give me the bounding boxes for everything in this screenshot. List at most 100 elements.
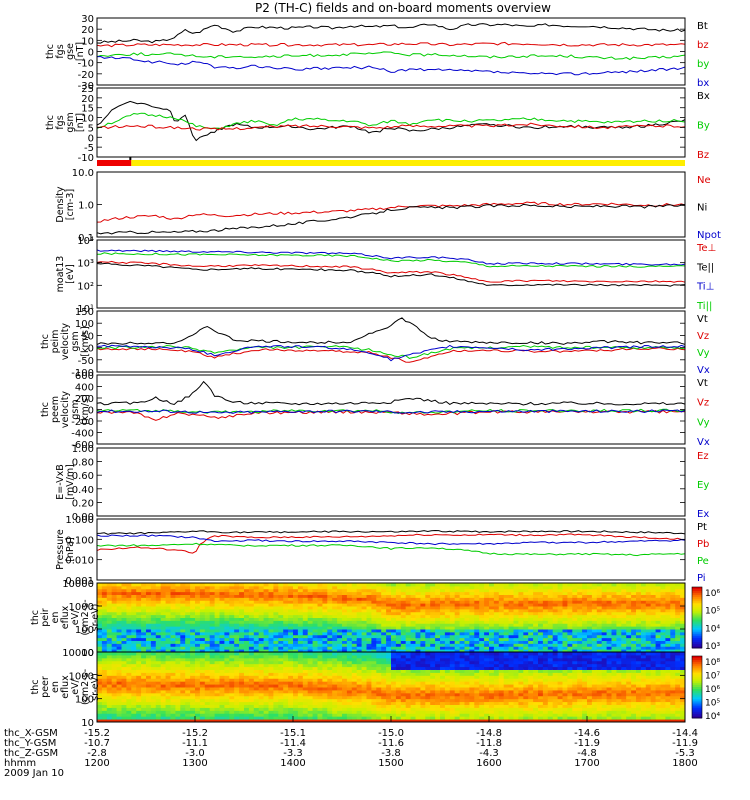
spectrogram-cell [591, 634, 598, 639]
spectrogram-cell [106, 646, 113, 650]
spectrogram-cell [410, 591, 416, 595]
spectrogram-cell [444, 617, 451, 621]
spectrogram-cell [244, 652, 250, 656]
spectrogram-cell [332, 660, 338, 665]
spectrogram-cell [214, 640, 220, 644]
spectrogram-cell [464, 660, 470, 665]
spectrogram-cell [322, 657, 328, 662]
spectrogram-cell [626, 614, 632, 618]
spectrogram-cell [562, 614, 568, 618]
colorbar-cell [692, 629, 702, 633]
spectrogram-cell [405, 585, 412, 590]
spectrogram-cell [253, 689, 260, 694]
spectrogram-cell [498, 603, 505, 607]
spectrogram-cell [474, 614, 480, 618]
spectrogram-cell [297, 603, 304, 607]
spectrogram-cell [371, 640, 377, 644]
spectrogram-cell [224, 583, 230, 587]
spectrogram-cell [557, 637, 563, 641]
spectrogram-cell [356, 669, 363, 673]
spectrogram-cell [219, 692, 225, 697]
spectrogram-cell [332, 629, 338, 633]
series-line-Ti|| [97, 252, 686, 268]
spectrogram-cell [640, 640, 647, 644]
spectrogram-cell [459, 588, 465, 593]
spectrogram-cell [224, 597, 230, 601]
spectrogram-cell [567, 646, 573, 650]
spectrogram-cell [454, 597, 461, 601]
spectrogram-cell [395, 657, 402, 662]
spectrogram-cell [361, 649, 367, 653]
spectrogram-cell [131, 689, 137, 694]
spectrogram-cell [469, 620, 475, 624]
spectrogram-cell [528, 643, 534, 647]
spectrogram-cell [116, 629, 122, 633]
spectrogram-cell [258, 583, 265, 587]
spectrogram-cell [675, 623, 681, 627]
spectrogram-cell [670, 623, 676, 627]
spectrogram-cell [493, 614, 500, 618]
spectrogram-cell [631, 649, 637, 653]
spectrogram-cell [582, 614, 588, 618]
spectrogram-cell [283, 646, 289, 650]
spectrogram-cell [209, 620, 216, 624]
spectrogram-cell [106, 684, 113, 688]
spectrogram-cell [631, 611, 637, 616]
spectrogram-cell [425, 675, 431, 679]
spectrogram-cell [591, 588, 598, 593]
spectrogram-cell [665, 583, 671, 587]
spectrogram-cell [449, 600, 456, 604]
spectrogram-cell [131, 620, 137, 624]
spectrogram-cell [322, 631, 328, 636]
colorbar-cell [692, 597, 702, 600]
spectrogram-cell [224, 603, 230, 607]
spectrogram-cell [430, 606, 436, 610]
spectrogram-cell [214, 654, 220, 659]
spectrogram-cell [606, 597, 612, 601]
spectrogram-cell [180, 695, 186, 700]
spectrogram-cell [199, 707, 206, 711]
spectrogram-cell [332, 603, 338, 607]
spectrogram-cell [204, 710, 211, 714]
spectrogram-cell [567, 643, 573, 647]
y-axis-label: gsm [70, 331, 81, 351]
spectrogram-cell [342, 629, 348, 633]
spectrogram-cell [224, 600, 230, 604]
spectrogram-cell [160, 652, 167, 656]
spectrogram-cell [185, 585, 191, 590]
spectrogram-cell [435, 585, 441, 590]
spectrogram-cell [209, 701, 216, 705]
spectrogram-cell [312, 698, 318, 703]
spectrogram-cell [121, 649, 127, 653]
spectrogram-cell [209, 681, 216, 685]
spectrogram-cell [131, 698, 137, 703]
spectrogram-cell [209, 649, 216, 653]
spectrogram-cell [371, 585, 377, 590]
spectrogram-cell [224, 617, 230, 621]
spectrogram-cell [278, 692, 284, 697]
spectrogram-cell [557, 597, 563, 601]
spectrogram-cell [293, 689, 299, 694]
spectrogram-cell [601, 591, 608, 595]
spectrogram-cell [288, 617, 294, 621]
spectrogram-cell [248, 716, 255, 720]
spectrogram-cell [116, 640, 122, 644]
spectrogram-cell [258, 649, 265, 653]
spectrogram-cell [283, 704, 289, 708]
y-axis-label: sr-eV) [90, 604, 101, 632]
spectrogram-cell [204, 603, 211, 607]
spectrogram-cell [489, 629, 495, 633]
spectrogram-cell [503, 585, 510, 590]
spectrogram-cell [405, 689, 412, 694]
spectrogram-cell [263, 713, 269, 717]
spectrogram-cell [484, 620, 490, 624]
spectrogram-cell [376, 649, 382, 653]
spectrogram-cell [312, 623, 318, 627]
spectrogram-cell [391, 689, 397, 694]
spectrogram-cell [327, 666, 333, 670]
spectrogram-cell [239, 716, 245, 720]
spectrogram-cell [165, 684, 171, 688]
spectrogram-cell [366, 637, 372, 641]
spectrogram-cell [209, 672, 216, 676]
spectrogram-cell [278, 640, 284, 644]
